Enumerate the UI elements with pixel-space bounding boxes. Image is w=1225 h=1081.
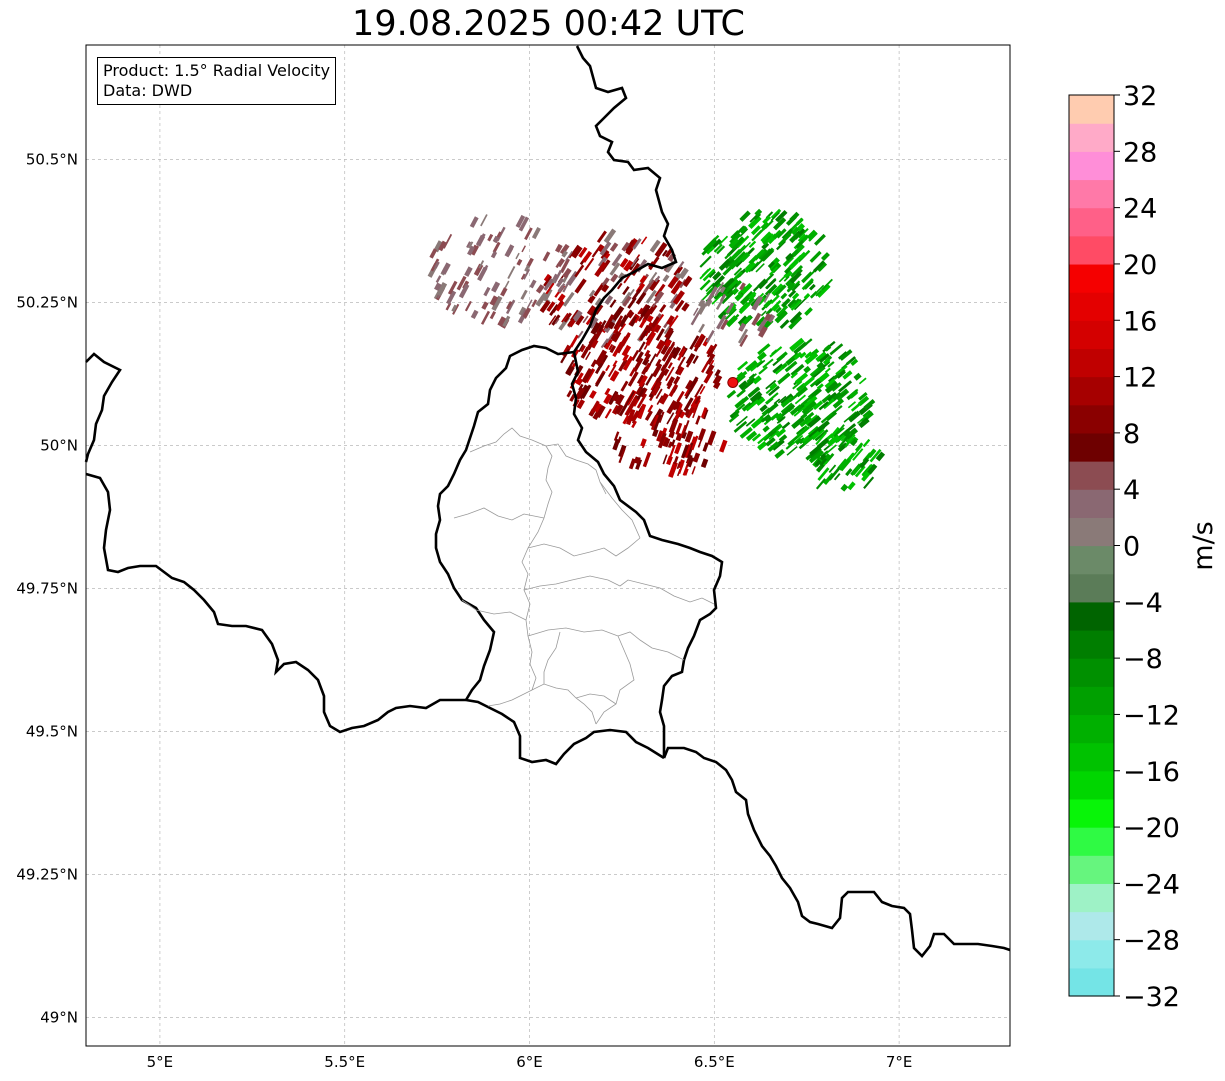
colorbar-swatch [1069, 967, 1114, 997]
info-data-source: Data: DWD [103, 81, 193, 100]
colorbar-swatch [1069, 489, 1114, 518]
colorbar-swatch [1069, 714, 1114, 744]
info-box: Product: 1.5° Radial Velocity Data: DWD [97, 57, 337, 105]
colorbar-swatch [1069, 798, 1114, 828]
colorbar-unit-label: m/s [1188, 521, 1219, 570]
colorbar-tick-label: 32 [1123, 81, 1157, 112]
colorbar-tick-label: −8 [1123, 644, 1163, 675]
colorbar-swatch [1069, 629, 1114, 659]
colorbar-swatch [1069, 461, 1114, 490]
radar-echoes [427, 208, 886, 492]
info-product: Product: 1.5° Radial Velocity [103, 61, 331, 80]
lat-tick-label: 50.25°N [16, 293, 78, 311]
colorbar-tick-label: 16 [1123, 306, 1157, 337]
colorbar-swatch [1069, 827, 1114, 856]
map-title: 19.08.2025 00:42 UTC [352, 4, 745, 44]
colorbar-swatch [1069, 939, 1114, 969]
colorbar-swatch [1069, 263, 1114, 293]
lat-tick-label: 49°N [40, 1008, 78, 1026]
colorbar-swatch [1069, 235, 1114, 265]
colorbar-tick-label: 28 [1123, 137, 1157, 168]
longitude-tick-labels: 5°E 5.5°E 6°E 6.5°E 7°E [147, 1053, 913, 1071]
colorbar-swatch [1069, 517, 1114, 547]
colorbar-swatch [1069, 123, 1114, 152]
border-lux-south [465, 698, 665, 766]
colorbar-tick-label: −28 [1123, 926, 1180, 957]
lon-tick-label: 7°E [886, 1053, 913, 1071]
colorbar-swatch [1069, 545, 1114, 575]
map-gridlines [86, 45, 1010, 1046]
colorbar-tick-label: −32 [1123, 982, 1180, 1013]
district-boundaries [453, 427, 715, 725]
colorbar-tick-label: 0 [1123, 532, 1140, 563]
border-belgium-netherlands [84, 352, 122, 463]
colorbar-swatch [1069, 883, 1114, 913]
colorbar-tick-label: −20 [1123, 813, 1180, 844]
colorbar-swatch [1069, 601, 1114, 631]
colorbar-ticks: 32 28 24 20 16 12 8 4 0 −4 −8 −12 −16 −20 −24 −28 −32 [1114, 81, 1180, 1013]
colorbar-tick-label: 4 [1123, 475, 1140, 506]
lat-tick-label: 49.75°N [16, 579, 78, 597]
border-germany-west [570, 45, 724, 758]
border-belgium-france [85, 472, 466, 734]
lat-tick-label: 50°N [40, 436, 78, 454]
map-frame-border [85, 44, 1011, 1047]
colorbar-swatch [1069, 207, 1114, 237]
colorbar-tick-label: −12 [1123, 700, 1180, 731]
border-france-germany [662, 746, 1011, 958]
lat-tick-label: 49.25°N [16, 865, 78, 883]
lon-tick-label: 5.5°E [324, 1053, 365, 1071]
lat-tick-label: 49.5°N [26, 722, 78, 740]
colorbar-tick-label: 24 [1123, 194, 1157, 225]
colorbar-tick-label: 20 [1123, 250, 1157, 281]
colorbar-swatches [1069, 95, 1114, 997]
lat-tick-label: 50.5°N [26, 150, 78, 168]
colorbar-tick-label: −16 [1123, 757, 1180, 788]
lon-tick-label: 5°E [147, 1053, 174, 1071]
colorbar-tick-label: 12 [1123, 363, 1157, 394]
colorbar-tick-label: −4 [1123, 588, 1163, 619]
colorbar-swatch [1069, 404, 1114, 434]
lon-tick-label: 6.5°E [694, 1053, 735, 1071]
colorbar-swatch [1069, 179, 1114, 209]
colorbar-swatch [1069, 855, 1114, 884]
colorbar-swatch [1069, 292, 1114, 321]
latitude-tick-labels: 50.5°N 50.25°N 50°N 49.75°N 49.5°N 49.25°N 49°… [16, 150, 78, 1026]
map-axes [84, 44, 1011, 1047]
colorbar-swatch [1069, 151, 1114, 181]
border-lux-west [434, 344, 575, 701]
colorbar-tick-label: 8 [1123, 419, 1140, 450]
colorbar-swatch [1069, 320, 1114, 350]
colorbar-tick-label: −24 [1123, 869, 1180, 900]
colorbar-swatch [1069, 432, 1114, 462]
colorbar-swatch [1069, 573, 1114, 603]
country-borders [84, 45, 1011, 958]
colorbar-swatch [1069, 742, 1114, 772]
radar-site-marker [727, 376, 739, 388]
colorbar-swatch [1069, 911, 1114, 941]
colorbar-swatch [1069, 658, 1114, 687]
colorbar-swatch [1069, 686, 1114, 716]
velocity-colorbar: 32 28 24 20 16 12 8 4 0 −4 −8 −12 −16 −20 −24 −28 −32 m/… [1068, 81, 1219, 1013]
colorbar-swatch [1069, 95, 1114, 124]
colorbar-swatch [1069, 348, 1114, 378]
colorbar-swatch [1069, 770, 1114, 800]
lon-tick-label: 6°E [516, 1053, 543, 1071]
colorbar-swatch [1069, 376, 1114, 406]
